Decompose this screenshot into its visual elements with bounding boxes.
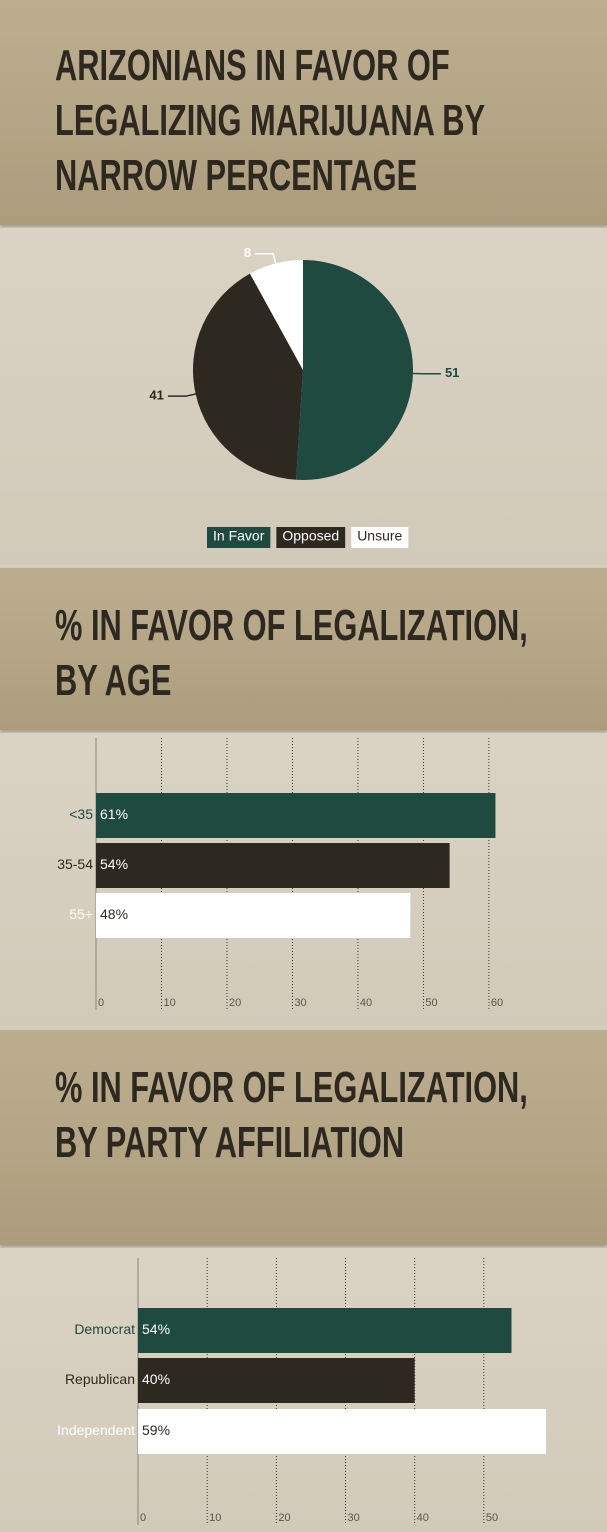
legend-item: Unsure <box>351 527 409 548</box>
bar <box>96 843 450 888</box>
legend-label: Unsure <box>357 528 402 544</box>
data-label: 41 <box>149 388 163 403</box>
legend-swatch <box>351 527 409 548</box>
x-tick-label: 50 <box>425 997 437 1009</box>
value-label: 40% <box>142 1371 170 1387</box>
bar <box>138 1409 547 1454</box>
data-label: 51 <box>445 365 459 380</box>
chart-title: % IN FAVOR OF LEGALIZATION, BY PARTY AFF… <box>55 1063 528 1167</box>
value-label: 61% <box>100 806 128 822</box>
x-tick-label: 60 <box>491 997 503 1009</box>
x-tick-label: 40 <box>360 997 372 1009</box>
x-tick-label: 50 <box>486 1512 498 1524</box>
category-label: 55+ <box>69 906 93 922</box>
pie-slice <box>192 273 303 480</box>
legend-swatch <box>207 527 271 548</box>
category-label: <35 <box>69 806 93 822</box>
legend-label: Opposed <box>282 528 339 544</box>
category-label: Democrat <box>74 1321 135 1337</box>
section-header: % IN FAVOR OF LEGALIZATION, BY PARTY AFF… <box>0 1030 607 1245</box>
bar <box>138 1358 415 1403</box>
section-header: ARIZONIANS IN FAVOR OF LEGALIZING MARIJU… <box>0 0 607 225</box>
chart: 0 10 20 30 40 50 Democrat 54% Republican 40% Indep… <box>57 1258 547 1525</box>
leader-line <box>255 253 277 264</box>
x-tick-label: 20 <box>278 1512 290 1524</box>
chart: 0 10 20 30 40 50 60 <35 61% 35-54 54% 55+ 48% <box>57 738 503 1010</box>
x-tick-label: 10 <box>163 997 175 1009</box>
x-tick-label: 30 <box>294 997 306 1009</box>
value-label: 54% <box>100 856 128 872</box>
x-tick-label: 30 <box>348 1512 360 1524</box>
data-label: 8 <box>244 245 251 260</box>
chart-title: % IN FAVOR OF LEGALIZATION, BY AGE <box>55 601 528 705</box>
legend-item: Opposed <box>276 527 346 548</box>
x-tick-label: 0 <box>140 1512 146 1524</box>
category-label: Independent <box>57 1422 135 1438</box>
x-tick-label: 20 <box>229 997 241 1009</box>
section-header: % IN FAVOR OF LEGALIZATION, BY AGE <box>0 568 607 730</box>
leader-line <box>167 393 196 397</box>
bar <box>96 893 411 938</box>
value-label: 59% <box>142 1422 170 1438</box>
x-tick-label: 0 <box>98 997 104 1009</box>
x-tick-label: 40 <box>417 1512 429 1524</box>
chart-title: ARIZONIANS IN FAVOR OF LEGALIZING MARIJU… <box>55 41 485 200</box>
bar <box>96 793 496 838</box>
legend-item: In Favor <box>207 527 271 548</box>
legend-swatch <box>276 527 346 548</box>
pie-slice <box>296 260 414 481</box>
legend-label: In Favor <box>213 528 265 544</box>
value-label: 48% <box>100 906 128 922</box>
value-label: 54% <box>142 1321 170 1337</box>
pie-slice <box>250 260 303 370</box>
bar <box>138 1308 512 1353</box>
category-label: Republican <box>65 1371 135 1387</box>
x-tick-label: 10 <box>209 1512 221 1524</box>
category-label: 35-54 <box>57 856 93 872</box>
chart: 51 41 8 In Favor Opposed Unsure <box>149 245 459 548</box>
